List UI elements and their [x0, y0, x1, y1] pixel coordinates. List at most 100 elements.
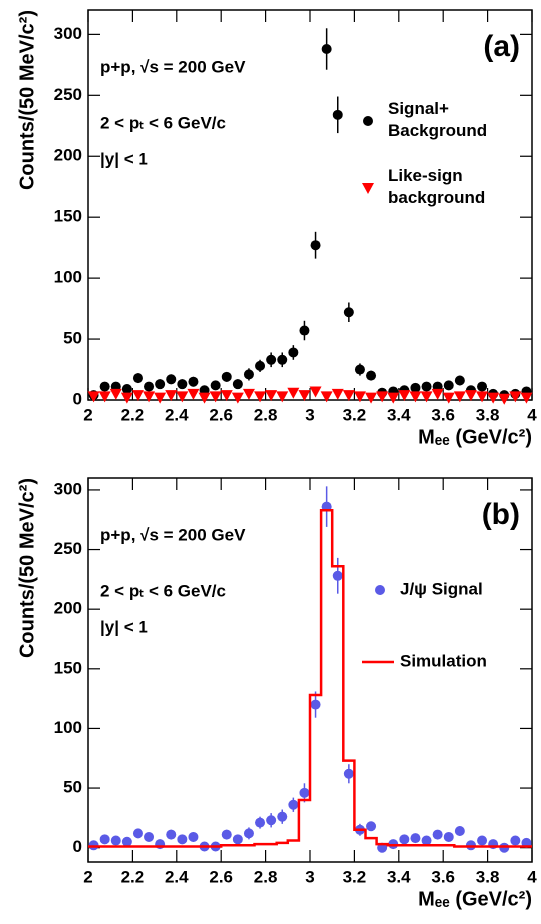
triangle-marker [209, 391, 222, 403]
legend-label: Like-sign background [388, 166, 485, 207]
y-tick-label: 100 [54, 718, 82, 737]
circle-marker [454, 375, 465, 386]
circle-marker [99, 834, 110, 845]
circle-marker [321, 44, 332, 54]
circle-marker [432, 829, 443, 840]
circle-marker [443, 380, 454, 391]
circle-marker [132, 373, 143, 384]
circle-marker [510, 835, 521, 846]
annotation: |y| < 1 [100, 149, 148, 168]
circle-marker [410, 833, 421, 844]
triangle-marker [487, 392, 500, 404]
panel-label: (a) [483, 30, 520, 63]
circle-marker [399, 834, 410, 845]
circle-marker [332, 570, 343, 581]
circle-marker [288, 799, 299, 810]
x-tick-label: 2.4 [165, 867, 189, 886]
circle-marker [343, 768, 354, 779]
x-tick-label: 2.8 [254, 867, 278, 886]
circle-marker [277, 354, 288, 365]
x-tick-label: 3.8 [476, 867, 500, 886]
circle-marker [363, 116, 373, 126]
circle-marker [375, 585, 385, 595]
triangle-marker [464, 390, 477, 402]
circle-marker [166, 374, 177, 385]
triangle-marker [320, 391, 333, 403]
triangle-marker [398, 390, 411, 402]
x-tick-label: 4 [527, 405, 537, 424]
circle-marker [454, 825, 465, 836]
circle-marker [354, 364, 365, 375]
circle-marker [266, 815, 277, 826]
x-tick-label: 3 [305, 405, 314, 424]
y-axis-title: Counts/(50 MeV/c²) [16, 478, 38, 658]
y-tick-label: 300 [54, 24, 82, 43]
circle-marker [221, 371, 232, 382]
circle-marker [310, 240, 321, 251]
triangle-marker [265, 390, 278, 402]
triangle-marker [120, 392, 133, 404]
y-tick-label: 50 [63, 329, 82, 348]
x-tick-label: 3 [305, 867, 314, 886]
legend-label: J/ψ Signal [400, 579, 483, 598]
x-tick-label: 3.2 [343, 405, 367, 424]
x-tick-label: 2.4 [165, 405, 189, 424]
triangle-marker [242, 388, 255, 400]
y-tick-label: 100 [54, 268, 82, 287]
triangle-marker [409, 391, 422, 403]
y-tick-label: 0 [73, 389, 82, 408]
annotation: p+p, √s = 200 GeV [100, 57, 246, 76]
circle-marker [299, 787, 310, 798]
y-tick-label: 250 [54, 539, 82, 558]
triangle-marker [109, 388, 122, 400]
x-tick-label: 3.2 [343, 867, 367, 886]
triangle-marker [165, 390, 178, 402]
circle-marker [410, 382, 421, 393]
annotation: 2 < pₜ < 6 GeV/c [100, 581, 226, 600]
y-tick-label: 200 [54, 599, 82, 618]
x-tick-label: 3.8 [476, 405, 500, 424]
x-axis-title: Mₑₑ (GeV/c²) [418, 426, 532, 448]
annotation: 2 < pₜ < 6 GeV/c [100, 113, 226, 132]
circle-marker [299, 325, 310, 336]
triangle-marker [254, 391, 267, 403]
y-tick-label: 150 [54, 207, 82, 226]
triangle-marker [276, 391, 289, 403]
circle-marker [210, 380, 221, 391]
circle-marker [232, 834, 243, 845]
circle-marker [177, 379, 188, 390]
y-tick-label: 50 [63, 778, 82, 797]
triangle-marker [387, 392, 400, 404]
triangle-marker [442, 392, 455, 404]
circle-marker [310, 699, 321, 710]
triangle-marker [154, 392, 167, 404]
legend-label: Signal+ Background [388, 99, 487, 140]
triangle-marker [520, 392, 533, 404]
circle-marker [366, 370, 377, 381]
y-tick-label: 250 [54, 85, 82, 104]
triangle-marker [176, 391, 189, 403]
y-tick-label: 300 [54, 479, 82, 498]
circle-marker [221, 829, 232, 840]
circle-marker [232, 379, 243, 390]
y-tick-label: 200 [54, 146, 82, 165]
triangle-marker [498, 393, 511, 405]
circle-marker [343, 307, 354, 318]
x-tick-label: 2.2 [121, 867, 145, 886]
triangle-marker [509, 391, 522, 403]
circle-marker [332, 109, 343, 120]
y-tick-label: 0 [73, 837, 82, 856]
x-tick-label: 2.6 [209, 405, 233, 424]
triangle-marker [342, 390, 355, 402]
circle-marker [421, 381, 432, 392]
circle-marker [266, 354, 277, 365]
x-tick-label: 2.8 [254, 405, 278, 424]
triangle-marker [98, 391, 111, 403]
triangle-marker [453, 391, 466, 403]
x-tick-label: 3.4 [387, 405, 411, 424]
triangle-marker [198, 392, 211, 404]
circle-marker [288, 347, 299, 358]
circle-marker [99, 381, 110, 392]
triangle-marker [476, 391, 489, 403]
circle-marker [144, 381, 155, 392]
